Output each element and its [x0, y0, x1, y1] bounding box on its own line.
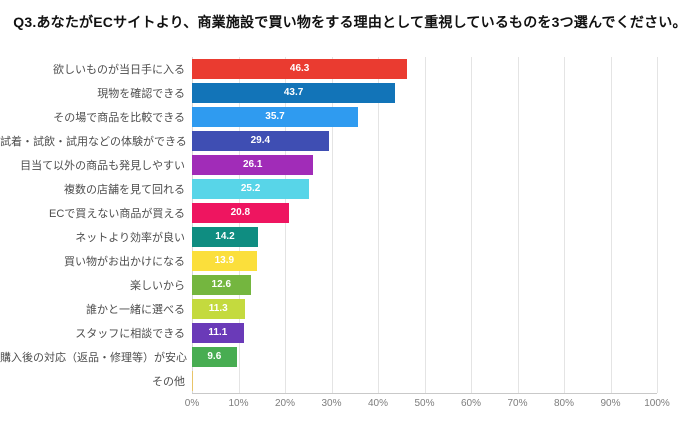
- x-tick-label: 0%: [184, 398, 200, 409]
- bar[interactable]: 13.9: [192, 251, 257, 271]
- chart-row: 現物を確認できる 43.7: [0, 81, 700, 105]
- chart-row: 購入後の対応（返品・修理等）が安心 9.6: [0, 345, 700, 369]
- x-tick-label: 10%: [228, 398, 249, 409]
- bar-track: 12.6: [192, 275, 657, 295]
- chart-row: その他: [0, 369, 700, 393]
- bar-track: 11.1: [192, 323, 657, 343]
- bar-track: 43.7: [192, 83, 657, 103]
- bar-value-label: 35.7: [265, 111, 285, 122]
- bar-track: 29.4: [192, 131, 657, 151]
- bar[interactable]: 25.2: [192, 179, 310, 199]
- bar-track: 20.8: [192, 203, 657, 223]
- chart-row: 複数の店舗を見て回れる 25.2: [0, 177, 700, 201]
- category-label: 買い物がお出かけになる: [64, 256, 185, 268]
- x-tick-label: 60%: [460, 398, 482, 409]
- chart-title: Q3.あなたがECサイトより、商業施設で買い物をする理由として重視しているものを…: [13, 14, 687, 30]
- category-label: その他: [152, 376, 185, 388]
- bar-value-label: 29.4: [250, 135, 271, 146]
- bar-value-label: 26.1: [242, 159, 263, 170]
- category-label: 目当て以外の商品も発見しやすい: [20, 160, 185, 172]
- category-label: 欲しいものが当日手に入る: [53, 64, 185, 76]
- category-label: 試着・試飲・試用などの体験ができる: [0, 136, 187, 148]
- bar[interactable]: 9.6: [192, 347, 237, 367]
- bar-track: 46.3: [192, 59, 657, 79]
- chart-rows: 欲しいものが当日手に入る 46.3 現物を確認できる 43.7 その場で商品を比較できる…: [0, 57, 700, 393]
- category-label: 購入後の対応（返品・修理等）が安心: [0, 352, 187, 364]
- chart-row: ネットより効率が良い 14.2: [0, 225, 700, 249]
- bar-track: 14.2: [192, 227, 657, 247]
- x-tick-label: 90%: [600, 398, 621, 409]
- category-label: その場で商品を比較できる: [53, 112, 185, 124]
- bar[interactable]: 11.3: [192, 299, 245, 319]
- category-label: 複数の店舗を見て回れる: [64, 184, 185, 196]
- category-label: ネットより効率が良い: [75, 232, 185, 244]
- bar-value-label: 46.3: [289, 63, 310, 74]
- bar-value-label: 14.2: [215, 231, 235, 242]
- chart-row: 欲しいものが当日手に入る 46.3: [0, 57, 700, 81]
- bar-value-label: 20.8: [230, 207, 251, 218]
- chart-row: 買い物がお出かけになる 13.9: [0, 249, 700, 273]
- bar-track: 25.2: [192, 179, 657, 199]
- bar-value-label: 9.6: [207, 351, 222, 362]
- chart-row: 試着・試飲・試用などの体験ができる 29.4: [0, 129, 700, 153]
- bar-track: 9.6: [192, 347, 657, 367]
- bar-value-label: 12.6: [211, 279, 232, 290]
- chart-row: 目当て以外の商品も発見しやすい 26.1: [0, 153, 700, 177]
- chart-row: ECで買えない商品が買える 20.8: [0, 201, 700, 225]
- x-tick-label: 100%: [644, 398, 670, 409]
- x-tick-label: 50%: [414, 398, 435, 409]
- category-label: スタッフに相談できる: [75, 328, 185, 340]
- bar-track: 35.7: [192, 107, 657, 127]
- bar-chart: 欲しいものが当日手に入る 46.3 現物を確認できる 43.7 その場で商品を比較できる…: [0, 57, 700, 394]
- category-label: 誰かと一緒に選べる: [86, 304, 185, 316]
- bar[interactable]: 14.2: [192, 227, 259, 247]
- bar-value-label: 25.2: [240, 183, 261, 194]
- bar[interactable]: 46.3: [192, 59, 408, 79]
- bar[interactable]: 20.8: [192, 203, 289, 223]
- chart-row: その場で商品を比較できる 35.7: [0, 105, 700, 129]
- category-label: 楽しいから: [130, 280, 185, 292]
- x-tick-label: 30%: [321, 398, 342, 409]
- bar-track: 11.3: [192, 299, 657, 319]
- category-label: 現物を確認できる: [97, 88, 185, 100]
- category-label: ECで買えない商品が買える: [49, 208, 185, 220]
- chart-row: 誰かと一緒に選べる 11.3: [0, 297, 700, 321]
- bar[interactable]: 43.7: [192, 83, 396, 103]
- x-tick-label: 20%: [274, 398, 296, 409]
- x-tick-label: 70%: [507, 398, 528, 409]
- x-tick-label: 40%: [367, 398, 389, 409]
- bar[interactable]: [192, 371, 194, 391]
- bar-track: [192, 371, 657, 391]
- x-tick-label: 80%: [553, 398, 575, 409]
- bar-track: 26.1: [192, 155, 657, 175]
- bar-value-label: 11.1: [208, 327, 228, 338]
- bar-track: 13.9: [192, 251, 657, 271]
- bar-value-label: 13.9: [214, 255, 235, 266]
- bar[interactable]: 26.1: [192, 155, 314, 175]
- x-axis: 0% 10% 20% 30% 40% 50% 60% 70% 80% 90% 100%: [185, 398, 670, 412]
- chart-row: 楽しいから 12.6: [0, 273, 700, 297]
- bar[interactable]: 29.4: [192, 131, 329, 151]
- bar[interactable]: 12.6: [192, 275, 251, 295]
- bar[interactable]: 11.1: [192, 323, 244, 343]
- chart-row: スタッフに相談できる 11.1: [0, 321, 700, 345]
- bar-value-label: 43.7: [283, 87, 304, 98]
- bar-value-label: 11.3: [208, 303, 228, 314]
- bar[interactable]: 35.7: [192, 107, 358, 127]
